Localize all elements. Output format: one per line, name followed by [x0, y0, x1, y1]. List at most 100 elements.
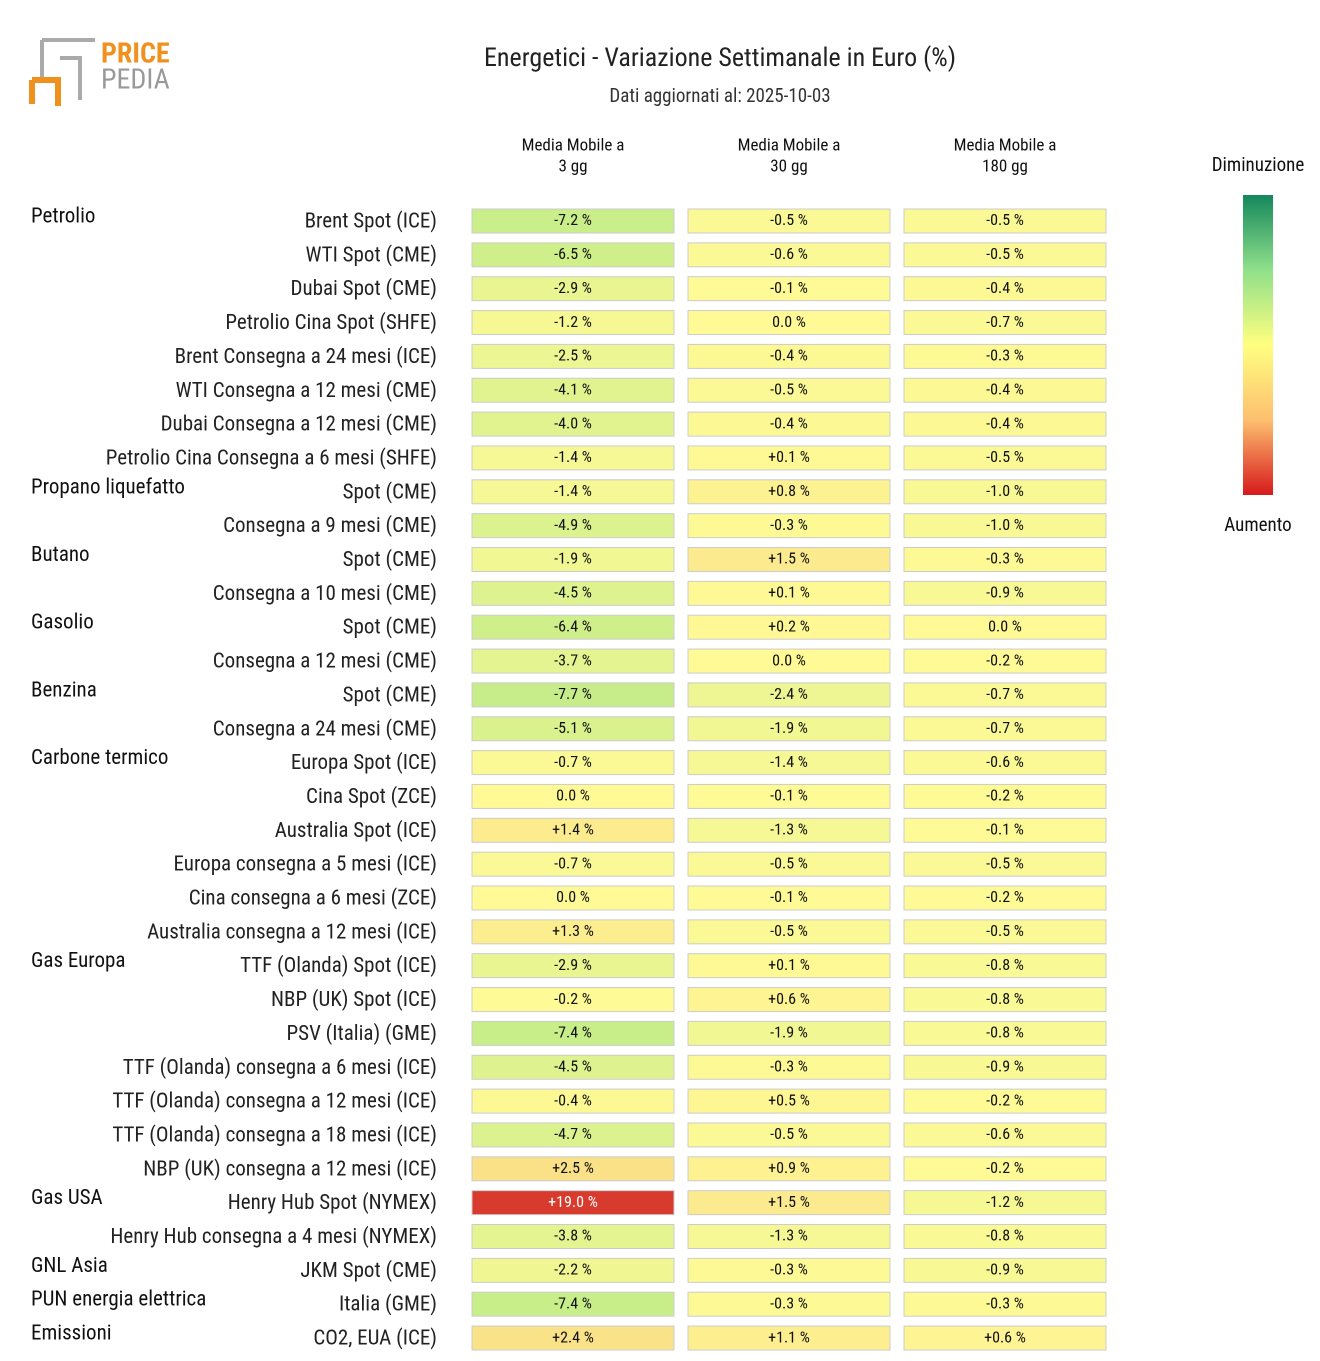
cell-value: -0.4 % [770, 346, 808, 365]
cell-value: -0.2 % [986, 887, 1024, 906]
cell-value: -0.5 % [986, 244, 1024, 263]
cell-value: -2.9 % [554, 955, 592, 974]
cell-value: -0.6 % [986, 752, 1024, 771]
legend-bottom: Aumento [1224, 513, 1291, 536]
cell-value: -0.8 % [986, 1023, 1024, 1042]
cell [471, 1020, 675, 1046]
cell-value: -0.8 % [986, 1226, 1024, 1245]
cell-value: -0.3 % [770, 1056, 808, 1075]
cell [687, 614, 891, 640]
cell [471, 242, 675, 268]
cell-value: -0.3 % [986, 346, 1024, 365]
cell-value: -4.0 % [554, 413, 592, 432]
row-label: Consegna a 24 mesi (CME) [213, 717, 437, 741]
cell [687, 242, 891, 268]
cell-value: -0.5 % [770, 210, 808, 229]
group-label: Carbone termico [31, 746, 168, 770]
group-label: Butano [31, 543, 90, 567]
logo-bottom: PEDIA [101, 62, 170, 95]
column-header: Media Mobile a [738, 135, 841, 155]
row-label: TTF (Olanda) consegna a 6 mesi (ICE) [123, 1056, 437, 1080]
cell-value: -0.7 % [986, 718, 1024, 737]
cell-value: -7.4 % [554, 1023, 592, 1042]
cell [903, 411, 1107, 437]
row-label: Petrolio Cina Consegna a 6 mesi (SHFE) [106, 446, 437, 470]
row-label: PSV (Italia) (GME) [287, 1022, 437, 1046]
cell-value: -4.1 % [554, 379, 592, 398]
cell [903, 580, 1107, 606]
cell-value: -0.2 % [986, 1158, 1024, 1177]
cell [471, 987, 675, 1013]
cell [687, 343, 891, 369]
cell-value: -0.7 % [986, 312, 1024, 331]
row-label: Spot (CME) [343, 616, 437, 640]
cell [903, 242, 1107, 268]
row-label: NBP (UK) consegna a 12 mesi (ICE) [143, 1157, 437, 1181]
cell [903, 885, 1107, 911]
cell [903, 1054, 1107, 1080]
cell [471, 1156, 675, 1182]
cell-value: -0.5 % [986, 853, 1024, 872]
colorbar [1243, 195, 1273, 495]
cell [471, 1257, 675, 1283]
cell [687, 987, 891, 1013]
row-label: Consegna a 10 mesi (CME) [213, 582, 437, 606]
cell [471, 1054, 675, 1080]
cell [687, 547, 891, 572]
cell-value: -1.0 % [986, 515, 1024, 534]
cell [471, 885, 675, 911]
cell [687, 885, 891, 911]
cell-value: -1.0 % [986, 481, 1024, 500]
cell-value: -4.5 % [554, 583, 592, 602]
cell [687, 1122, 891, 1148]
cell-value: -7.2 % [554, 210, 592, 229]
cell [903, 783, 1107, 809]
cell [471, 817, 675, 843]
cell-value: -0.7 % [554, 853, 592, 872]
row-label: Spot (CME) [343, 480, 437, 504]
cell-value: -0.4 % [986, 379, 1024, 398]
cell [903, 817, 1107, 843]
cell-value: -0.3 % [770, 1293, 808, 1312]
cell [687, 1054, 891, 1080]
cell [903, 1156, 1107, 1182]
row-label: TTF (Olanda) consegna a 12 mesi (ICE) [112, 1090, 437, 1114]
cell [471, 1190, 675, 1216]
cell-value: 0.0 % [556, 786, 590, 805]
row-label: TTF (Olanda) Spot (ICE) [240, 954, 437, 978]
cell-value: +0.6 % [984, 1327, 1026, 1346]
row-label: Brent Spot (ICE) [305, 210, 437, 234]
cell-value: -0.9 % [986, 583, 1024, 602]
cell-value: -0.5 % [986, 447, 1024, 466]
cell [903, 987, 1107, 1013]
cell-value: -5.1 % [554, 718, 592, 737]
group-label: Propano liquefatto [31, 475, 185, 499]
row-label: JKM Spot (CME) [300, 1259, 437, 1283]
cell [471, 513, 675, 539]
cell [471, 1122, 675, 1148]
cell-value: -0.3 % [986, 549, 1024, 568]
cell-value: 0.0 % [556, 887, 590, 906]
cell [471, 208, 675, 234]
cell-value: -0.8 % [986, 989, 1024, 1008]
cell-value: -0.8 % [986, 955, 1024, 974]
row-label: WTI Consegna a 12 mesi (CME) [176, 379, 437, 403]
cell [687, 1020, 891, 1046]
logo-top: PRICE [101, 36, 170, 69]
cell [903, 1291, 1107, 1317]
cell-value: -0.3 % [986, 1293, 1024, 1312]
cell [471, 580, 675, 606]
group-label: Gas Europa [31, 949, 125, 973]
cell [687, 445, 891, 471]
cell [903, 614, 1107, 640]
cell [471, 276, 675, 302]
cell [471, 614, 675, 640]
cell [471, 411, 675, 437]
cell-value: +0.8 % [768, 481, 810, 500]
cell [471, 716, 675, 742]
cell [471, 547, 675, 572]
cell-value: -2.2 % [554, 1260, 592, 1279]
cell-value: -0.4 % [986, 278, 1024, 297]
cell-value: -2.5 % [554, 346, 592, 365]
